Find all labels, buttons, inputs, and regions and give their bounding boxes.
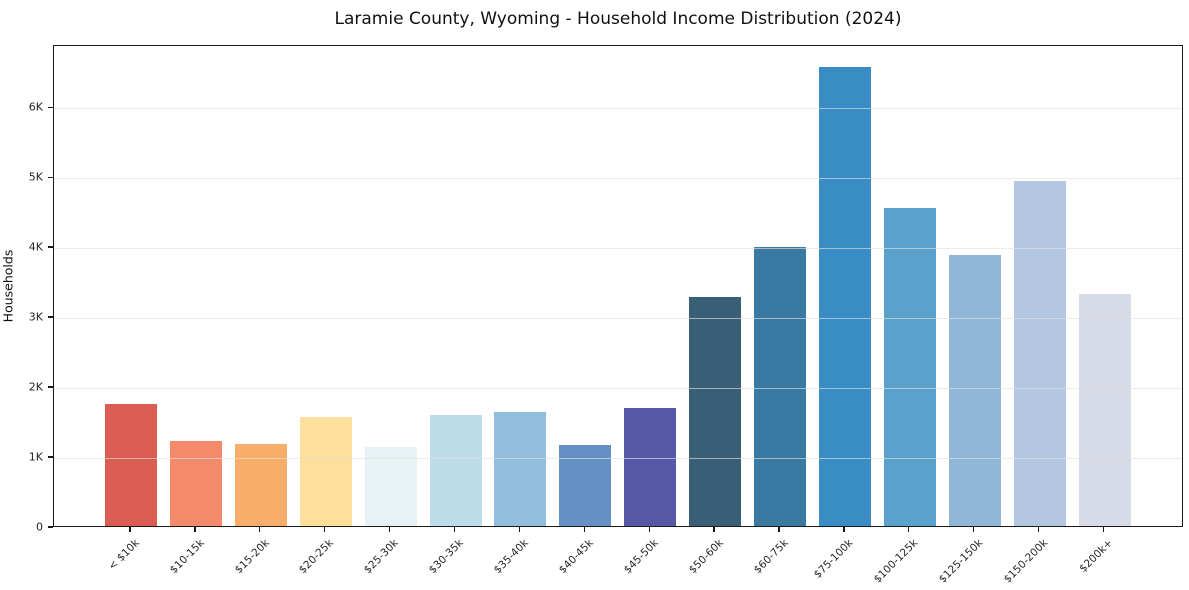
y-tick-mark xyxy=(48,106,53,108)
y-tick-label: 4K xyxy=(28,240,43,254)
bar-$30-35k xyxy=(429,414,482,526)
plot-area xyxy=(53,45,1183,527)
x-tick-mark xyxy=(453,527,456,532)
x-tick-label: $125-150k xyxy=(936,537,986,586)
y-tick-label: 1K xyxy=(28,450,43,464)
bar-$20-25k xyxy=(299,416,352,526)
x-tick-label: $50-60k xyxy=(686,537,726,577)
bar-$45-50k xyxy=(624,407,677,526)
gridline xyxy=(54,458,1182,460)
y-tick-label: 0 xyxy=(36,520,43,534)
x-tick-mark xyxy=(1037,527,1040,532)
bar-$50-60k xyxy=(689,296,742,526)
x-tick-label: $100-125k xyxy=(871,537,921,586)
y-tick-mark xyxy=(48,456,53,458)
x-tick-mark xyxy=(778,527,780,532)
bar-$10-15k xyxy=(169,441,222,526)
x-tick-mark xyxy=(648,527,650,532)
x-tick-label: $150-200k xyxy=(1001,537,1051,586)
bar-$125-150k xyxy=(948,255,1001,526)
x-tick-mark xyxy=(194,527,196,532)
bar-$200k+ xyxy=(1078,294,1131,526)
y-tick-label: 6K xyxy=(28,100,43,114)
y-tick-mark xyxy=(48,316,53,318)
x-tick-mark xyxy=(713,527,715,532)
x-tick-mark xyxy=(518,527,521,532)
x-tick-mark xyxy=(259,527,261,532)
x-tick-label: $25-30k xyxy=(362,537,402,577)
y-tick-mark xyxy=(48,246,53,248)
x-tick-mark xyxy=(583,527,585,532)
y-tick-label: 5K xyxy=(28,170,43,184)
gridline xyxy=(54,178,1182,180)
gridline xyxy=(54,108,1182,110)
x-tick-mark xyxy=(843,527,845,532)
bar-$40-45k xyxy=(559,444,612,526)
y-tick-label: 2K xyxy=(28,380,43,394)
x-tick-label: $15-20k xyxy=(232,537,272,577)
x-tick-mark xyxy=(973,527,975,532)
bar-$25-30k xyxy=(364,446,417,526)
bar-< $10k xyxy=(105,404,157,526)
x-tick-mark xyxy=(388,527,391,532)
y-tick-label: 3K xyxy=(28,310,43,324)
x-tick-label: $200k+ xyxy=(1077,537,1115,575)
y-tick-mark xyxy=(48,386,53,388)
x-tick-label: $45-50k xyxy=(621,537,661,577)
x-tick-mark xyxy=(129,527,131,532)
bar-$15-20k xyxy=(234,444,287,526)
x-tick-mark xyxy=(324,527,326,532)
x-tick-mark xyxy=(908,527,910,532)
bar-$35-40k xyxy=(494,411,547,526)
chart-title: Laramie County, Wyoming - Household Inco… xyxy=(334,9,902,29)
y-tick-mark xyxy=(48,176,53,178)
x-tick-label: $20-25k xyxy=(297,537,337,577)
x-tick-label: $10-15k xyxy=(167,537,207,577)
gridline xyxy=(54,388,1182,390)
x-tick-label: $35-40k xyxy=(491,537,531,577)
x-tick-label: < $10k xyxy=(105,537,142,573)
y-tick-mark xyxy=(48,526,53,528)
bar-$150-200k xyxy=(1013,181,1066,526)
gridline xyxy=(54,248,1182,250)
bar-$75-100k xyxy=(818,67,871,526)
bar-$60-75k xyxy=(754,246,806,526)
x-tick-label: $75-100k xyxy=(811,537,856,581)
x-tick-label: $40-45k xyxy=(556,537,596,577)
gridline xyxy=(54,318,1182,320)
x-tick-label: $30-35k xyxy=(426,537,466,577)
bar-$100-125k xyxy=(883,208,936,526)
x-tick-label: $60-75k xyxy=(751,537,791,577)
x-tick-mark xyxy=(1102,527,1105,532)
